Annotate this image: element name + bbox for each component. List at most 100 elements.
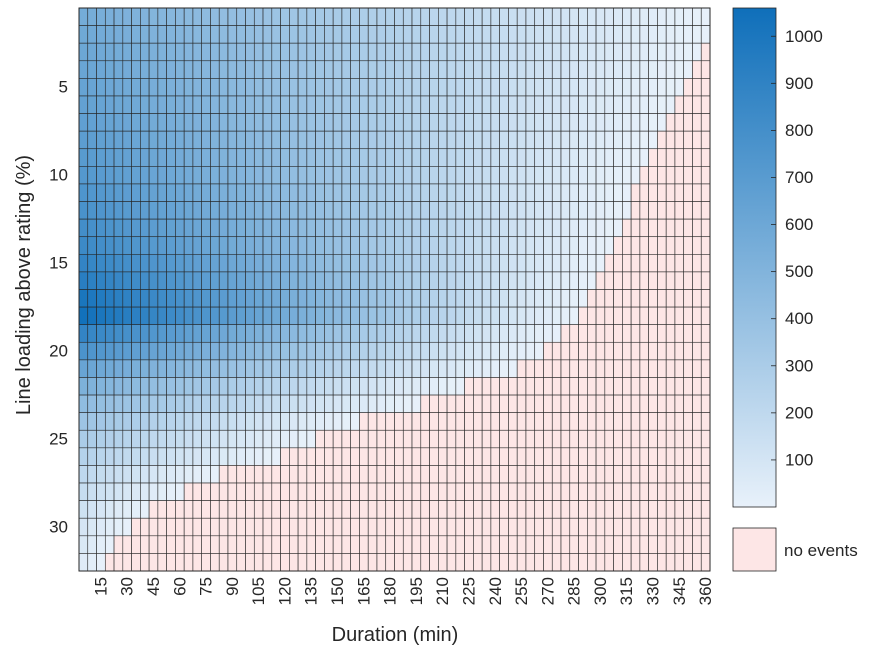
heatmap-cell (446, 465, 457, 484)
heatmap-cell (324, 289, 334, 308)
heatmap-cell (289, 113, 299, 132)
heatmap-cell (166, 324, 176, 343)
heatmap-cell (560, 553, 571, 572)
heatmap-cell (289, 95, 299, 114)
heatmap-cell (622, 412, 632, 431)
heatmap-cell (420, 359, 430, 378)
heatmap-cell (306, 254, 316, 273)
heatmap-cell (446, 183, 457, 202)
heatmap-cell (569, 201, 579, 220)
heatmap-cell (473, 148, 483, 167)
heatmap-cell (148, 500, 159, 519)
heatmap-cell (516, 183, 527, 202)
heatmap-cell (613, 7, 623, 26)
heatmap-cell (613, 60, 623, 79)
heatmap-cell (560, 447, 571, 466)
heatmap-cell (367, 130, 378, 150)
heatmap-cell (245, 60, 255, 79)
heatmap-cell (175, 289, 185, 308)
heatmap-cell (648, 447, 658, 466)
heatmap-cell (218, 42, 229, 62)
heatmap-cell (595, 394, 606, 413)
heatmap-cell (183, 95, 194, 114)
x-tick-label: 180 (381, 577, 400, 605)
heatmap-cell (551, 500, 562, 519)
heatmap-cell (236, 412, 246, 431)
heatmap-cell (604, 42, 614, 62)
heatmap-cell (113, 465, 124, 484)
heatmap-cell (289, 218, 299, 238)
heatmap-cell (280, 553, 290, 572)
heatmap-cell (569, 482, 579, 501)
heatmap-cell (534, 95, 544, 114)
heatmap-cell (665, 412, 676, 431)
heatmap-cell (385, 517, 395, 537)
heatmap-cell (166, 130, 176, 150)
heatmap-cell (639, 95, 649, 114)
heatmap-cell (201, 465, 211, 484)
heatmap-cell (516, 306, 527, 325)
heatmap-cell (481, 236, 492, 255)
heatmap-cell (420, 60, 430, 79)
heatmap-cell (411, 500, 422, 519)
y-tick-label: 5 (59, 78, 68, 97)
heatmap-cell (420, 377, 430, 396)
heatmap-cell (87, 500, 97, 519)
heatmap-cell (359, 341, 369, 361)
heatmap-cell (683, 148, 693, 167)
heatmap-cell (175, 394, 185, 413)
heatmap-cell (683, 500, 693, 519)
heatmap-cell (78, 412, 89, 431)
heatmap-cell (587, 482, 597, 501)
heatmap-cell (332, 359, 343, 378)
heatmap-cell (473, 42, 483, 62)
heatmap-cell (104, 60, 115, 79)
heatmap-cell (192, 25, 202, 44)
heatmap-cell (446, 324, 457, 343)
heatmap-cell (78, 553, 89, 572)
no-events-legend: no events (732, 527, 858, 572)
heatmap-cell (692, 7, 702, 26)
heatmap-cell (700, 60, 711, 79)
heatmap-cell (639, 306, 649, 325)
heatmap-cell (411, 377, 422, 396)
heatmap-cell (183, 394, 194, 413)
heatmap-cell (464, 324, 474, 343)
heatmap-cell (665, 500, 676, 519)
heatmap-cell (551, 236, 562, 255)
heatmap-cell (525, 201, 536, 220)
heatmap-cell (543, 25, 553, 44)
heatmap-cell (210, 289, 220, 308)
heatmap-cell (700, 271, 711, 290)
heatmap-cell (525, 166, 536, 185)
heatmap-cell (271, 218, 281, 238)
heatmap-cell (569, 95, 579, 114)
heatmap-cell (595, 553, 606, 572)
heatmap-cell (166, 306, 176, 325)
heatmap-cell (657, 306, 667, 325)
heatmap-cell (587, 130, 597, 150)
heatmap-cell (78, 130, 89, 150)
heatmap-cell (700, 236, 711, 255)
heatmap-cell (315, 148, 325, 167)
heatmap-cell (236, 535, 246, 554)
heatmap-cell (271, 482, 281, 501)
heatmap-cell (201, 95, 211, 114)
heatmap-cell (525, 236, 536, 255)
heatmap-cell (683, 78, 693, 97)
heatmap-cell (402, 412, 413, 431)
heatmap-cell (253, 95, 264, 114)
heatmap-cell (674, 500, 685, 519)
heatmap-cell (245, 7, 255, 26)
heatmap-cell (341, 324, 351, 343)
heatmap-cell (464, 148, 474, 167)
heatmap-cell (551, 95, 562, 114)
heatmap-cell (499, 341, 509, 361)
heatmap-cell (543, 148, 553, 167)
heatmap-cell (385, 447, 395, 466)
heatmap-cell (674, 324, 685, 343)
heatmap-cell (516, 553, 527, 572)
heatmap-cell (587, 289, 597, 308)
heatmap-cell (613, 517, 623, 537)
heatmap-cell (359, 166, 369, 185)
